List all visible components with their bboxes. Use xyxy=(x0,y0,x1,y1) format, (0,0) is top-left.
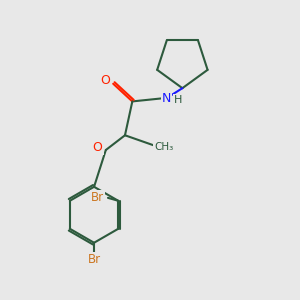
Text: O: O xyxy=(93,141,103,154)
Text: CH₃: CH₃ xyxy=(154,142,173,152)
Text: O: O xyxy=(100,74,110,87)
Text: H: H xyxy=(174,95,183,105)
Text: Br: Br xyxy=(91,191,103,204)
Text: Br: Br xyxy=(88,253,100,266)
Text: N: N xyxy=(161,92,171,105)
